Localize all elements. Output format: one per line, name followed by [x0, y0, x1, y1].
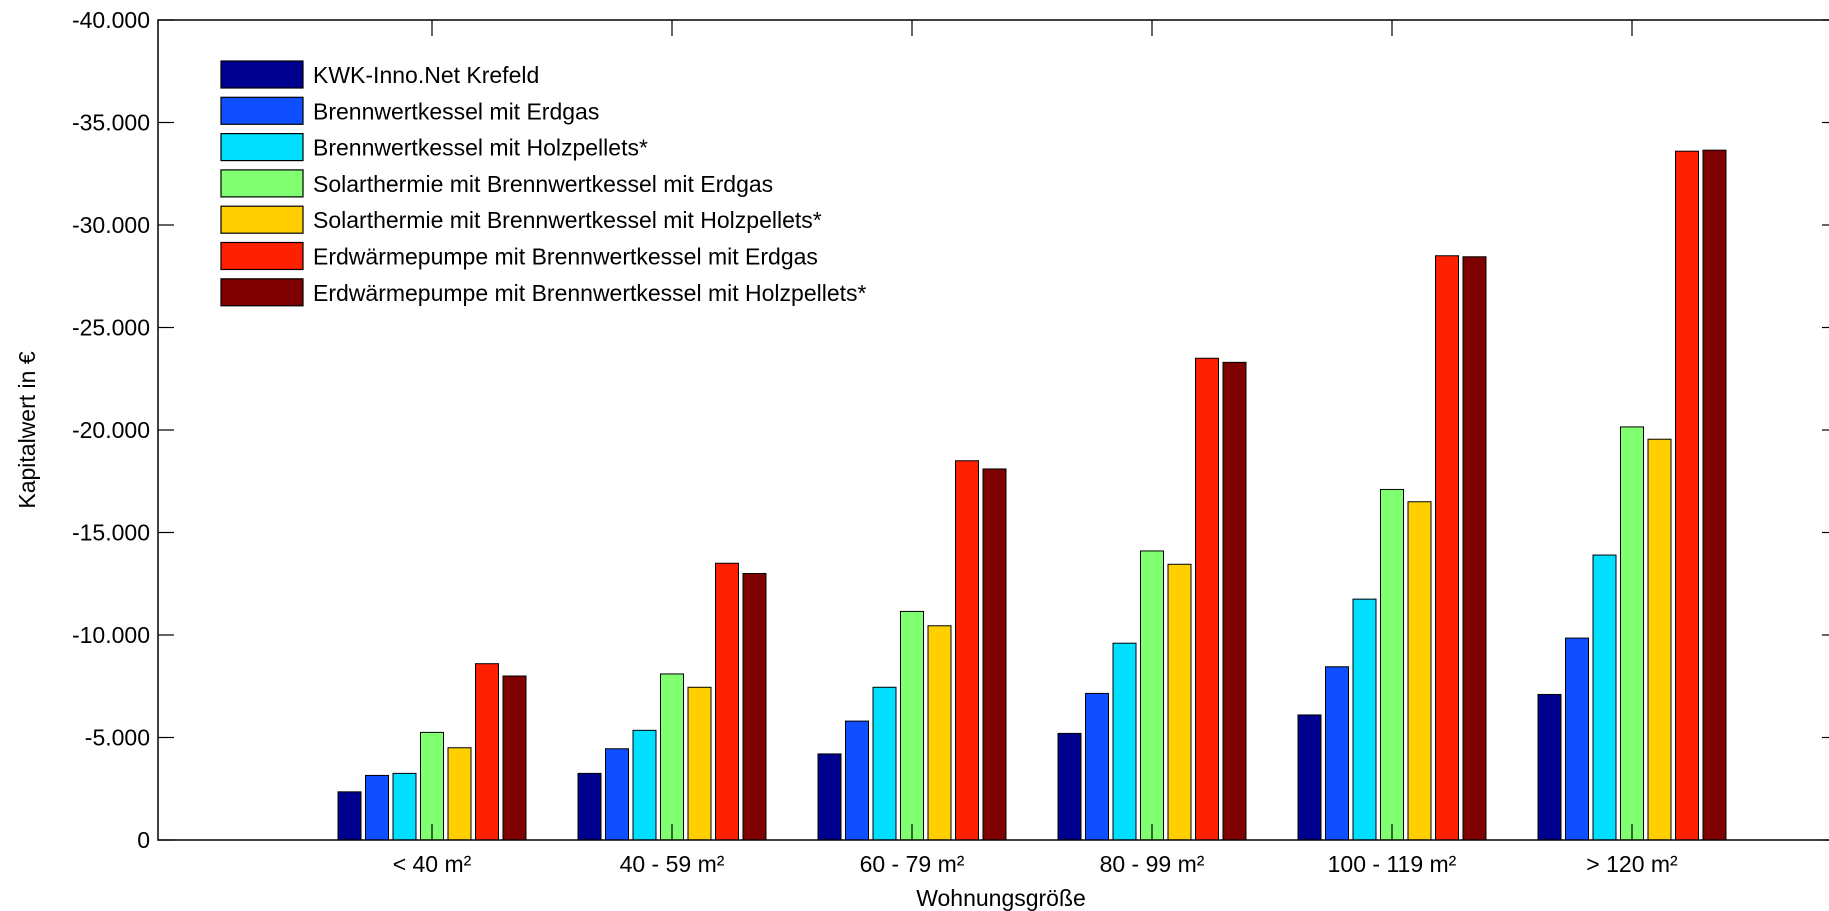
bar-erdw-rmepumpe-mit-brennwertkessel-mit-erdgas-3 [955, 460, 979, 841]
bar-solarthermie-mit-brennwertkessel-mit-holzpellets-6 [1647, 438, 1672, 841]
bar-erdw-rmepumpe-mit-brennwertkessel-mit-erdgas-1 [475, 663, 499, 841]
bar-solarthermie-mit-brennwertkessel-mit-erdgas-5 [1380, 488, 1404, 841]
bar-solarthermie-mit-brennwertkessel-mit-holzpellets-2 [687, 686, 712, 841]
bar-brennwertkessel-mit-holzpellets-6 [1592, 554, 1617, 841]
bar-brennwertkessel-mit-erdgas-4 [1085, 692, 1109, 841]
bar-solarthermie-mit-brennwertkessel-mit-erdgas-6 [1620, 426, 1644, 841]
legend-box [214, 54, 966, 316]
bar-erdw-rmepumpe-mit-brennwertkessel-mit-holzpellets-2 [742, 573, 767, 841]
y-tick-label-7: -35.000 [72, 110, 150, 136]
bar-erdw-rmepumpe-mit-brennwertkessel-mit-holzpellets-6 [1702, 149, 1727, 841]
x-tick-label-5: > 120 m² [1586, 851, 1678, 877]
bar-solarthermie-mit-brennwertkessel-mit-erdgas-4 [1140, 550, 1164, 841]
y-tick-label-6: -30.000 [72, 212, 150, 238]
y-tick-label-8: -40.000 [72, 7, 150, 33]
y-tick-label-3: -15.000 [72, 520, 150, 546]
bar-erdw-rmepumpe-mit-brennwertkessel-mit-holzpellets-5 [1462, 256, 1487, 841]
legend-swatch-brennwertkessel-mit-erdgas [220, 96, 304, 125]
x-tick-label-0: < 40 m² [393, 851, 472, 877]
legend-swatch-brennwertkessel-mit-holzpellets [220, 133, 304, 162]
bar-brennwertkessel-mit-holzpellets-3 [872, 686, 897, 841]
legend-label-solarthermie-mit-brennwertkessel-mit-erdgas: Solarthermie mit Brennwertkessel mit Erd… [313, 171, 773, 197]
legend-swatch-erdw-rmepumpe-mit-brennwertkessel-mit-holzpellets [220, 278, 304, 307]
y-tick-labels: 0 -5.000 -10.000 -15.000 -20.000 -25.000 -30.0… [72, 7, 150, 853]
y-tick-label-5: -25.000 [72, 315, 150, 341]
bar-solarthermie-mit-brennwertkessel-mit-erdgas-2 [660, 673, 684, 841]
legend-items: KWK-Inno.Net Krefeld Brennwertkessel mit … [220, 60, 867, 307]
legend-swatch-solarthermie-mit-brennwertkessel-mit-erdgas [220, 169, 304, 198]
bar-kwk-inno-net-krefeld-2 [577, 772, 602, 841]
legend-label-brennwertkessel-mit-holzpellets: Brennwertkessel mit Holzpellets* [313, 135, 648, 161]
bar-solarthermie-mit-brennwertkessel-mit-holzpellets-4 [1167, 563, 1192, 841]
bar-brennwertkessel-mit-holzpellets-1 [392, 772, 417, 841]
legend: KWK-Inno.Net Krefeld Brennwertkessel mit … [214, 54, 966, 316]
legend-label-brennwertkessel-mit-erdgas: Brennwertkessel mit Erdgas [313, 98, 599, 124]
bar-erdw-rmepumpe-mit-brennwertkessel-mit-holzpellets-1 [502, 675, 527, 841]
bar-kwk-inno-net-krefeld-6 [1537, 693, 1562, 841]
y-tick-label-4: -20.000 [72, 417, 150, 443]
legend-swatch-kwk-inno-net-krefeld [220, 60, 304, 89]
bar-group [337, 149, 1727, 841]
bar-solarthermie-mit-brennwertkessel-mit-holzpellets-1 [447, 747, 472, 841]
bar-brennwertkessel-mit-erdgas-5 [1325, 666, 1349, 841]
bar-erdw-rmepumpe-mit-brennwertkessel-mit-erdgas-4 [1195, 357, 1219, 841]
legend-label-kwk-inno-net-krefeld: KWK-Inno.Net Krefeld [313, 62, 539, 88]
legend-swatch-solarthermie-mit-brennwertkessel-mit-holzpellets [220, 205, 304, 234]
bar-erdw-rmepumpe-mit-brennwertkessel-mit-holzpellets-3 [982, 468, 1007, 841]
x-tick-label-4: 100 - 119 m² [1328, 851, 1457, 877]
legend-swatch-erdw-rmepumpe-mit-brennwertkessel-mit-erdgas [220, 241, 304, 271]
bar-solarthermie-mit-brennwertkessel-mit-holzpellets-3 [927, 625, 952, 841]
bar-brennwertkessel-mit-erdgas-3 [845, 720, 869, 841]
legend-label-erdw-rmepumpe-mit-brennwertkessel-mit-erdgas: Erdwärmepumpe mit Brennwertkessel mit Er… [313, 244, 818, 270]
bar-kwk-inno-net-krefeld-1 [337, 791, 362, 841]
y-tick-label-2: -10.000 [72, 622, 150, 648]
bar-solarthermie-mit-brennwertkessel-mit-holzpellets-5 [1407, 501, 1432, 841]
y-axis-title: Kapitalwert in € [14, 351, 40, 508]
x-tick-label-3: 80 - 99 m² [1100, 851, 1205, 877]
bar-erdw-rmepumpe-mit-brennwertkessel-mit-erdgas-5 [1435, 255, 1459, 841]
bar-brennwertkessel-mit-holzpellets-5 [1352, 598, 1377, 841]
bar-solarthermie-mit-brennwertkessel-mit-erdgas-1 [420, 731, 444, 841]
legend-label-erdw-rmepumpe-mit-brennwertkessel-mit-holzpellets: Erdwärmepumpe mit Brennwertkessel mit Ho… [313, 280, 867, 306]
bar-brennwertkessel-mit-holzpellets-4 [1112, 642, 1137, 841]
bar-erdw-rmepumpe-mit-brennwertkessel-mit-holzpellets-4 [1222, 361, 1247, 841]
bar-brennwertkessel-mit-holzpellets-2 [632, 729, 657, 841]
x-tick-label-1: 40 - 59 m² [620, 851, 725, 877]
bar-solarthermie-mit-brennwertkessel-mit-erdgas-3 [900, 610, 924, 841]
bar-brennwertkessel-mit-erdgas-2 [605, 748, 629, 841]
x-tick-labels: < 40 m² 40 - 59 m² 60 - 79 m² 80 - 99 m² 100… [393, 851, 1678, 877]
bar-erdw-rmepumpe-mit-brennwertkessel-mit-erdgas-2 [715, 562, 739, 841]
legend-label-solarthermie-mit-brennwertkessel-mit-holzpellets: Solarthermie mit Brennwertkessel mit Hol… [313, 207, 822, 233]
x-tick-label-2: 60 - 79 m² [860, 851, 965, 877]
y-tick-label-1: -5.000 [85, 725, 150, 751]
bar-brennwertkessel-mit-erdgas-1 [365, 774, 389, 841]
plot-frame [157, 19, 1829, 841]
bar-kwk-inno-net-krefeld-5 [1297, 714, 1322, 841]
x-axis-title: Wohnungsgröße [916, 885, 1086, 911]
bar-erdw-rmepumpe-mit-brennwertkessel-mit-erdgas-6 [1675, 150, 1699, 841]
y-tick-label-0: 0 [137, 827, 150, 853]
bar-kwk-inno-net-krefeld-4 [1057, 732, 1082, 841]
bar-brennwertkessel-mit-erdgas-6 [1565, 637, 1589, 841]
bar-kwk-inno-net-krefeld-3 [817, 753, 842, 841]
